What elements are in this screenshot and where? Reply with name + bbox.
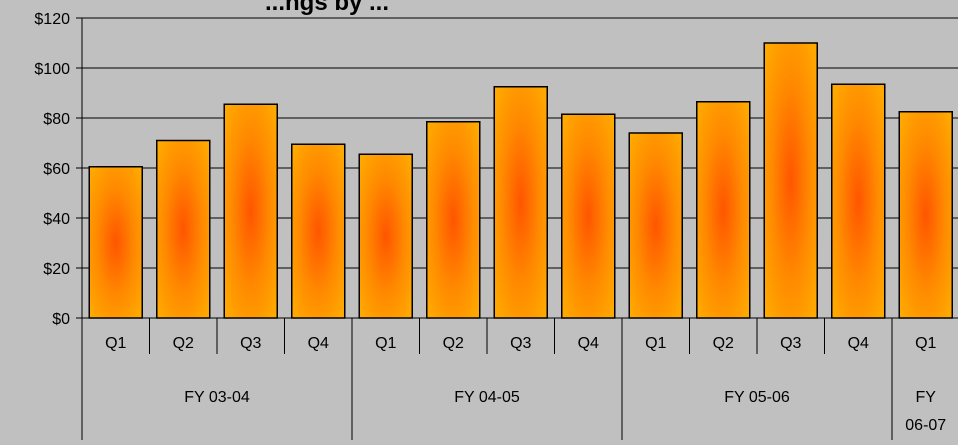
- bar: [156, 139, 211, 319]
- bar: [291, 143, 346, 319]
- group-label: FY 06-07: [905, 389, 946, 434]
- x-category-label: Q4: [848, 335, 869, 352]
- group-label: FY 03-04: [184, 389, 250, 406]
- x-category-label: Q2: [443, 335, 464, 352]
- y-tick-label: $80: [43, 111, 70, 128]
- bar: [493, 86, 548, 319]
- x-category-label: Q1: [105, 335, 126, 352]
- x-category-label: Q2: [173, 335, 194, 352]
- bar: [696, 101, 751, 319]
- group-label-line: FY: [916, 389, 937, 406]
- bar: [898, 111, 953, 319]
- x-category-label: Q2: [713, 335, 734, 352]
- y-tick-label: $20: [43, 261, 70, 278]
- x-category-label: Q3: [240, 335, 261, 352]
- group-label: FY 05-06: [724, 389, 790, 406]
- y-tick-label: $40: [43, 211, 70, 228]
- bar: [831, 83, 886, 319]
- bar: [628, 132, 683, 319]
- x-category-label: Q3: [780, 335, 801, 352]
- chart-title: ...ngs by ...: [265, 0, 389, 16]
- y-tick-label: $120: [34, 11, 70, 28]
- bar: [426, 121, 481, 319]
- x-category-label: Q4: [308, 335, 329, 352]
- x-category-label: Q1: [375, 335, 396, 352]
- bar: [88, 166, 143, 319]
- bar: [358, 153, 413, 319]
- group-label-line: 06-07: [905, 417, 946, 434]
- bar: [763, 42, 818, 319]
- group-label: FY 04-05: [454, 389, 520, 406]
- labels: $0 $20 $40 $60 $80 $100 $120 Q1 Q2 Q3 Q4 Q1 Q2 Q3 Q4 Q1…: [34, 11, 946, 434]
- bar: [561, 113, 616, 319]
- x-category-label: Q3: [510, 335, 531, 352]
- x-category-label: Q1: [915, 335, 936, 352]
- bars: [88, 42, 953, 319]
- bar: [223, 103, 278, 319]
- x-category-label: Q4: [578, 335, 599, 352]
- y-tick-label: $100: [34, 61, 70, 78]
- y-tick-label: $0: [52, 311, 70, 328]
- y-tick-label: $60: [43, 161, 70, 178]
- x-category-label: Q1: [645, 335, 666, 352]
